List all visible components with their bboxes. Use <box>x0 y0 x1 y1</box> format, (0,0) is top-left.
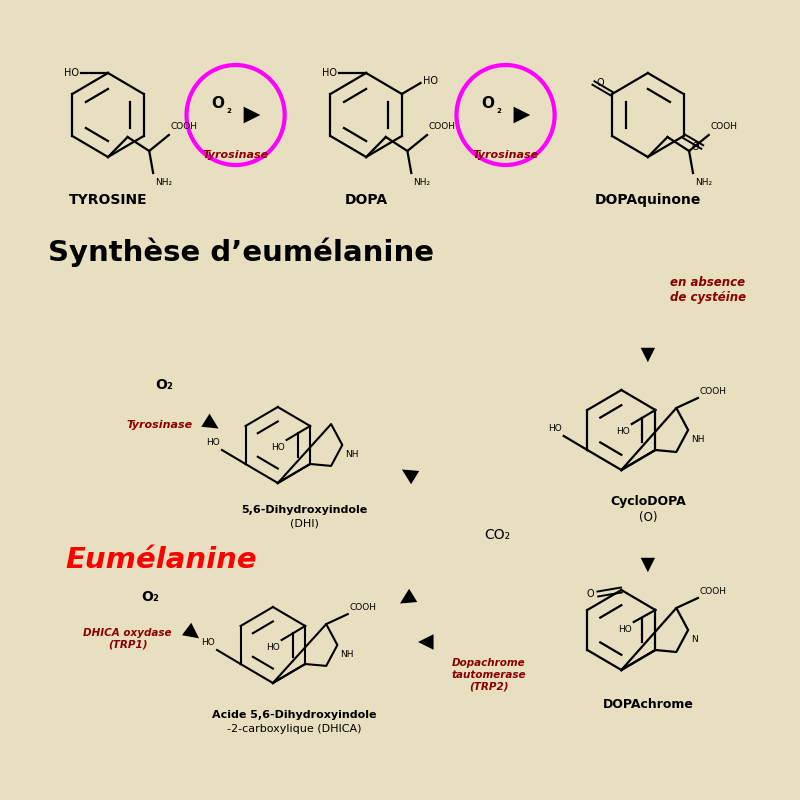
Text: Tyrosinase: Tyrosinase <box>473 150 538 160</box>
Text: 5,6-Dihydroxyindole: 5,6-Dihydroxyindole <box>241 505 367 515</box>
Text: (DHI): (DHI) <box>290 519 318 529</box>
Text: O: O <box>482 95 494 110</box>
Text: -2-carboxylique (DHICA): -2-carboxylique (DHICA) <box>227 724 362 734</box>
Text: NH: NH <box>346 450 358 459</box>
Text: COOH: COOH <box>350 603 377 612</box>
Text: HO: HO <box>63 68 78 78</box>
Text: COOH: COOH <box>700 587 727 596</box>
Text: NH: NH <box>340 650 354 659</box>
Text: COOH: COOH <box>700 387 727 396</box>
Text: ₂: ₂ <box>496 105 501 115</box>
Text: (O): (O) <box>638 511 657 525</box>
Text: CycloDOPA: CycloDOPA <box>610 495 686 509</box>
Text: Dopachrome
tautomerase
(TRP2): Dopachrome tautomerase (TRP2) <box>451 658 526 691</box>
Text: O₂: O₂ <box>155 378 173 392</box>
Text: HO: HO <box>322 68 337 78</box>
Text: HO: HO <box>548 424 562 433</box>
Text: Synthèse d’eumélanine: Synthèse d’eumélanine <box>47 238 434 266</box>
Text: Acide 5,6-Dihydroxyindole: Acide 5,6-Dihydroxyindole <box>212 710 377 720</box>
Text: DOPA: DOPA <box>345 193 388 207</box>
Text: HO: HO <box>616 427 630 436</box>
Text: HO: HO <box>266 643 280 652</box>
Text: Tyrosinase: Tyrosinase <box>202 150 269 160</box>
Text: DOPAchrome: DOPAchrome <box>602 698 694 711</box>
Text: en absence
de cystéine: en absence de cystéine <box>670 276 746 304</box>
Text: ₂: ₂ <box>226 105 231 115</box>
Text: O: O <box>692 142 699 152</box>
Text: NH: NH <box>691 435 705 444</box>
Text: O: O <box>586 589 594 599</box>
Text: COOH: COOH <box>171 122 198 131</box>
Text: Tyrosinase: Tyrosinase <box>127 420 193 430</box>
Text: HO: HO <box>422 76 438 86</box>
Text: HO: HO <box>202 638 215 647</box>
Text: CO₂: CO₂ <box>485 528 510 542</box>
Text: O: O <box>211 95 225 110</box>
Text: COOH: COOH <box>429 122 456 131</box>
Text: NH₂: NH₂ <box>155 178 172 187</box>
Text: TYROSINE: TYROSINE <box>69 193 147 207</box>
Text: O: O <box>596 78 604 88</box>
Text: DOPAquinone: DOPAquinone <box>594 193 701 207</box>
Text: Eumélanine: Eumélanine <box>66 546 258 574</box>
Text: NH₂: NH₂ <box>414 178 430 187</box>
Text: O₂: O₂ <box>142 590 159 604</box>
Text: COOH: COOH <box>710 122 738 131</box>
Text: N: N <box>691 635 698 644</box>
Text: NH₂: NH₂ <box>695 178 712 187</box>
Text: DHICA oxydase
(TRP1): DHICA oxydase (TRP1) <box>83 628 172 650</box>
Text: HO: HO <box>271 443 285 452</box>
Text: HO: HO <box>206 438 220 447</box>
Text: HO: HO <box>618 625 632 634</box>
